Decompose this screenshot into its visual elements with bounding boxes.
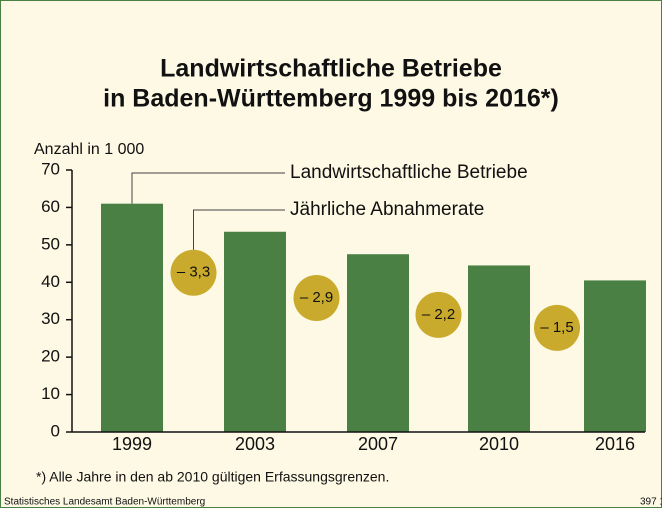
leader-line: [193, 209, 285, 250]
rate-label: – 3,3: [177, 264, 210, 281]
x-tick-label: 2010: [479, 434, 519, 454]
source: Statistisches Landesamt Baden-Württember…: [4, 497, 205, 508]
code: 397 17: [640, 497, 662, 508]
bar: [224, 231, 286, 432]
legend-entry: Jährliche Abnahmerate: [290, 199, 484, 220]
x-tick-label: 1999: [112, 434, 152, 454]
y-tick-label: 0: [51, 421, 60, 440]
y-tick-label: 40: [41, 272, 60, 291]
bar: [584, 280, 646, 432]
y-tick-label: 70: [41, 159, 60, 178]
y-tick-label: 30: [41, 309, 60, 328]
footnote: *) Alle Jahre in den ab 2010 gültigen Er…: [36, 469, 389, 485]
rate-circle: [534, 304, 580, 351]
bar: [468, 265, 530, 432]
y-tick-label: 20: [41, 347, 60, 366]
rate-label: – 2,2: [422, 306, 455, 323]
chart-title: in Baden-Württemberg 1999 bis 2016*): [103, 85, 559, 113]
bar: [347, 254, 409, 432]
y-tick-label: 50: [41, 234, 60, 253]
rate-label: – 1,5: [540, 319, 573, 336]
rate-circle: [293, 274, 340, 321]
x-tick-label: 2007: [358, 434, 398, 454]
y-tick-label: 60: [41, 197, 60, 216]
chart-title: Landwirtschaftliche Betriebe: [160, 55, 502, 83]
x-tick-label: 2003: [235, 434, 275, 454]
rate-label: – 2,9: [300, 289, 333, 306]
leader-line: [131, 172, 285, 204]
x-tick-label: 2016: [595, 434, 635, 454]
rate-circle: [170, 249, 217, 296]
axis-label: Anzahl in 1 000: [34, 141, 144, 158]
bar: [101, 203, 163, 432]
legend-entry: Landwirtschaftliche Betriebe: [290, 162, 528, 183]
y-tick-label: 10: [41, 384, 60, 403]
rate-circle: [415, 291, 462, 338]
